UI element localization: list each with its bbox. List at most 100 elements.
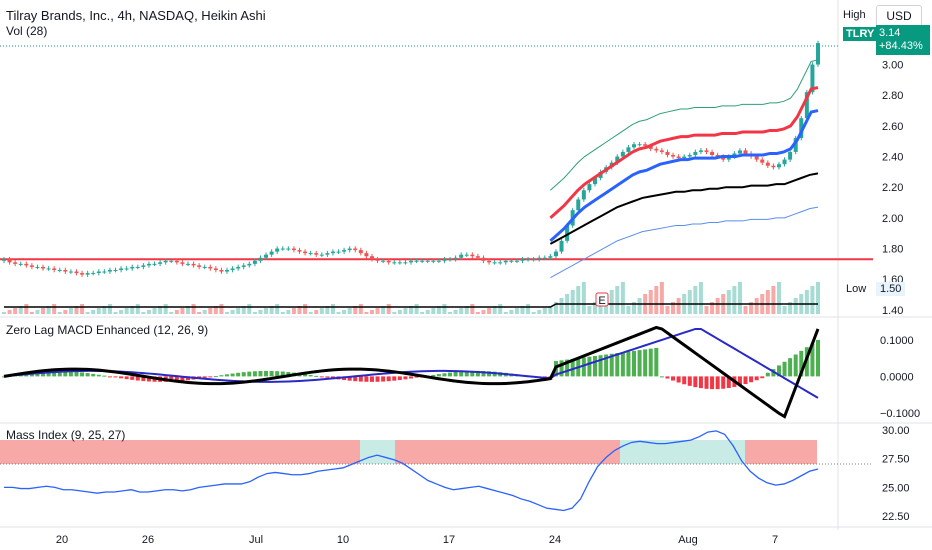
- volume-ma-line: [4, 303, 818, 308]
- time-tick-label: 7: [772, 534, 778, 546]
- macd-tick-label: 0.1000: [880, 335, 914, 347]
- volume-bar: [286, 310, 291, 314]
- volume-bar: [520, 306, 525, 314]
- candle: [381, 260, 386, 262]
- candle: [102, 271, 107, 273]
- macd-histogram-bar: [592, 355, 597, 377]
- low-label: Low: [846, 283, 867, 295]
- macd-histogram-bar: [776, 365, 781, 377]
- candle: [643, 144, 648, 146]
- macd-histogram-bar: [46, 371, 51, 377]
- macd-pane-label: Zero Lag MACD Enhanced (12, 26, 9): [6, 323, 209, 337]
- candle: [68, 271, 73, 273]
- macd-histogram-bar: [448, 372, 453, 377]
- macd-histogram-bar: [135, 376, 140, 381]
- candle: [693, 151, 698, 155]
- volume-bar: [247, 304, 252, 314]
- keltner-upper: [550, 59, 819, 191]
- candle: [765, 162, 770, 166]
- volume-bar: [537, 310, 542, 314]
- macd-histogram-bar: [682, 376, 687, 385]
- macd-histogram-bar: [124, 376, 129, 380]
- candle: [314, 253, 319, 255]
- macd-histogram-bar: [570, 358, 575, 377]
- volume-bar: [615, 286, 620, 314]
- candle: [721, 156, 726, 160]
- volume-bar: [397, 310, 402, 314]
- macd-histogram-bar: [68, 371, 73, 377]
- volume-bar: [252, 312, 257, 314]
- macd-histogram-bar: [247, 371, 252, 377]
- macd-histogram-bar: [258, 371, 263, 377]
- earnings-marker-label: E: [598, 295, 605, 307]
- macd-histogram-bar: [319, 376, 324, 378]
- candle: [470, 254, 475, 257]
- chart-title: Tilray Brands, Inc., 4h, NASDAQ, Heikin …: [6, 8, 266, 23]
- candle: [342, 250, 347, 252]
- candle: [330, 251, 335, 254]
- mass-tick-label: 30.00: [882, 425, 910, 437]
- candle: [141, 265, 146, 267]
- macd-histogram-bar: [180, 376, 185, 381]
- price-tick-label: 3.00: [882, 60, 903, 72]
- macd-histogram-bar: [414, 376, 419, 378]
- candle: [648, 145, 653, 149]
- volume-bar: [514, 308, 519, 314]
- macd-histogram-bar: [102, 375, 107, 377]
- volume-bar: [788, 302, 793, 314]
- macd-histogram-bar: [464, 371, 469, 377]
- candle: [35, 266, 40, 268]
- candle: [698, 150, 703, 152]
- volume-bar: [325, 306, 330, 314]
- volume-bar: [453, 310, 458, 314]
- candle: [18, 263, 23, 265]
- volume-bar: [665, 306, 670, 314]
- candle: [197, 265, 202, 267]
- volume-bar: [18, 306, 23, 314]
- macd-histogram-bar: [403, 376, 408, 380]
- volume-bar: [732, 286, 737, 314]
- macd-histogram-bar: [41, 371, 46, 377]
- volume-bar: [442, 304, 447, 314]
- candle: [319, 254, 324, 256]
- volume-bar: [63, 310, 68, 314]
- candle: [420, 260, 425, 262]
- volume-bar: [202, 310, 207, 314]
- candle: [80, 273, 85, 275]
- macd-histogram-bar: [308, 374, 313, 377]
- candle: [353, 248, 358, 251]
- trend-line-black: [549, 172, 819, 245]
- candle: [303, 251, 308, 254]
- change-percent: +84.43%: [879, 40, 923, 52]
- macd-histogram-bar: [659, 376, 664, 378]
- volume-bar: [459, 308, 464, 314]
- macd-histogram-bar: [241, 372, 246, 377]
- keltner-mid: [550, 206, 819, 279]
- volume-bar: [414, 304, 419, 314]
- macd-histogram-bar: [620, 352, 625, 377]
- candle: [682, 156, 687, 159]
- volume-bar: [409, 306, 413, 314]
- macd-histogram-bar: [687, 376, 692, 386]
- candle: [810, 64, 815, 93]
- macd-histogram-bar: [52, 370, 57, 377]
- macd-histogram-bar: [637, 350, 642, 377]
- volume-bar: [230, 310, 235, 314]
- volume-bar: [275, 304, 280, 314]
- macd-histogram-bar: [264, 370, 269, 377]
- time-tick-label: 10: [337, 534, 349, 546]
- candle: [816, 43, 820, 65]
- currency-button[interactable]: USD: [876, 5, 922, 27]
- candle: [687, 155, 692, 157]
- volume-bar: [146, 310, 151, 314]
- volume-bar: [587, 306, 592, 314]
- macd-histogram-bar: [130, 376, 135, 380]
- macd-histogram-bar: [213, 376, 218, 378]
- macd-histogram-bar: [364, 376, 369, 382]
- macd-histogram-bar: [749, 376, 754, 383]
- volume-bar: [776, 282, 781, 314]
- mass-band-red: [745, 440, 817, 464]
- candle: [52, 268, 57, 270]
- macd-histogram-bar: [141, 376, 146, 382]
